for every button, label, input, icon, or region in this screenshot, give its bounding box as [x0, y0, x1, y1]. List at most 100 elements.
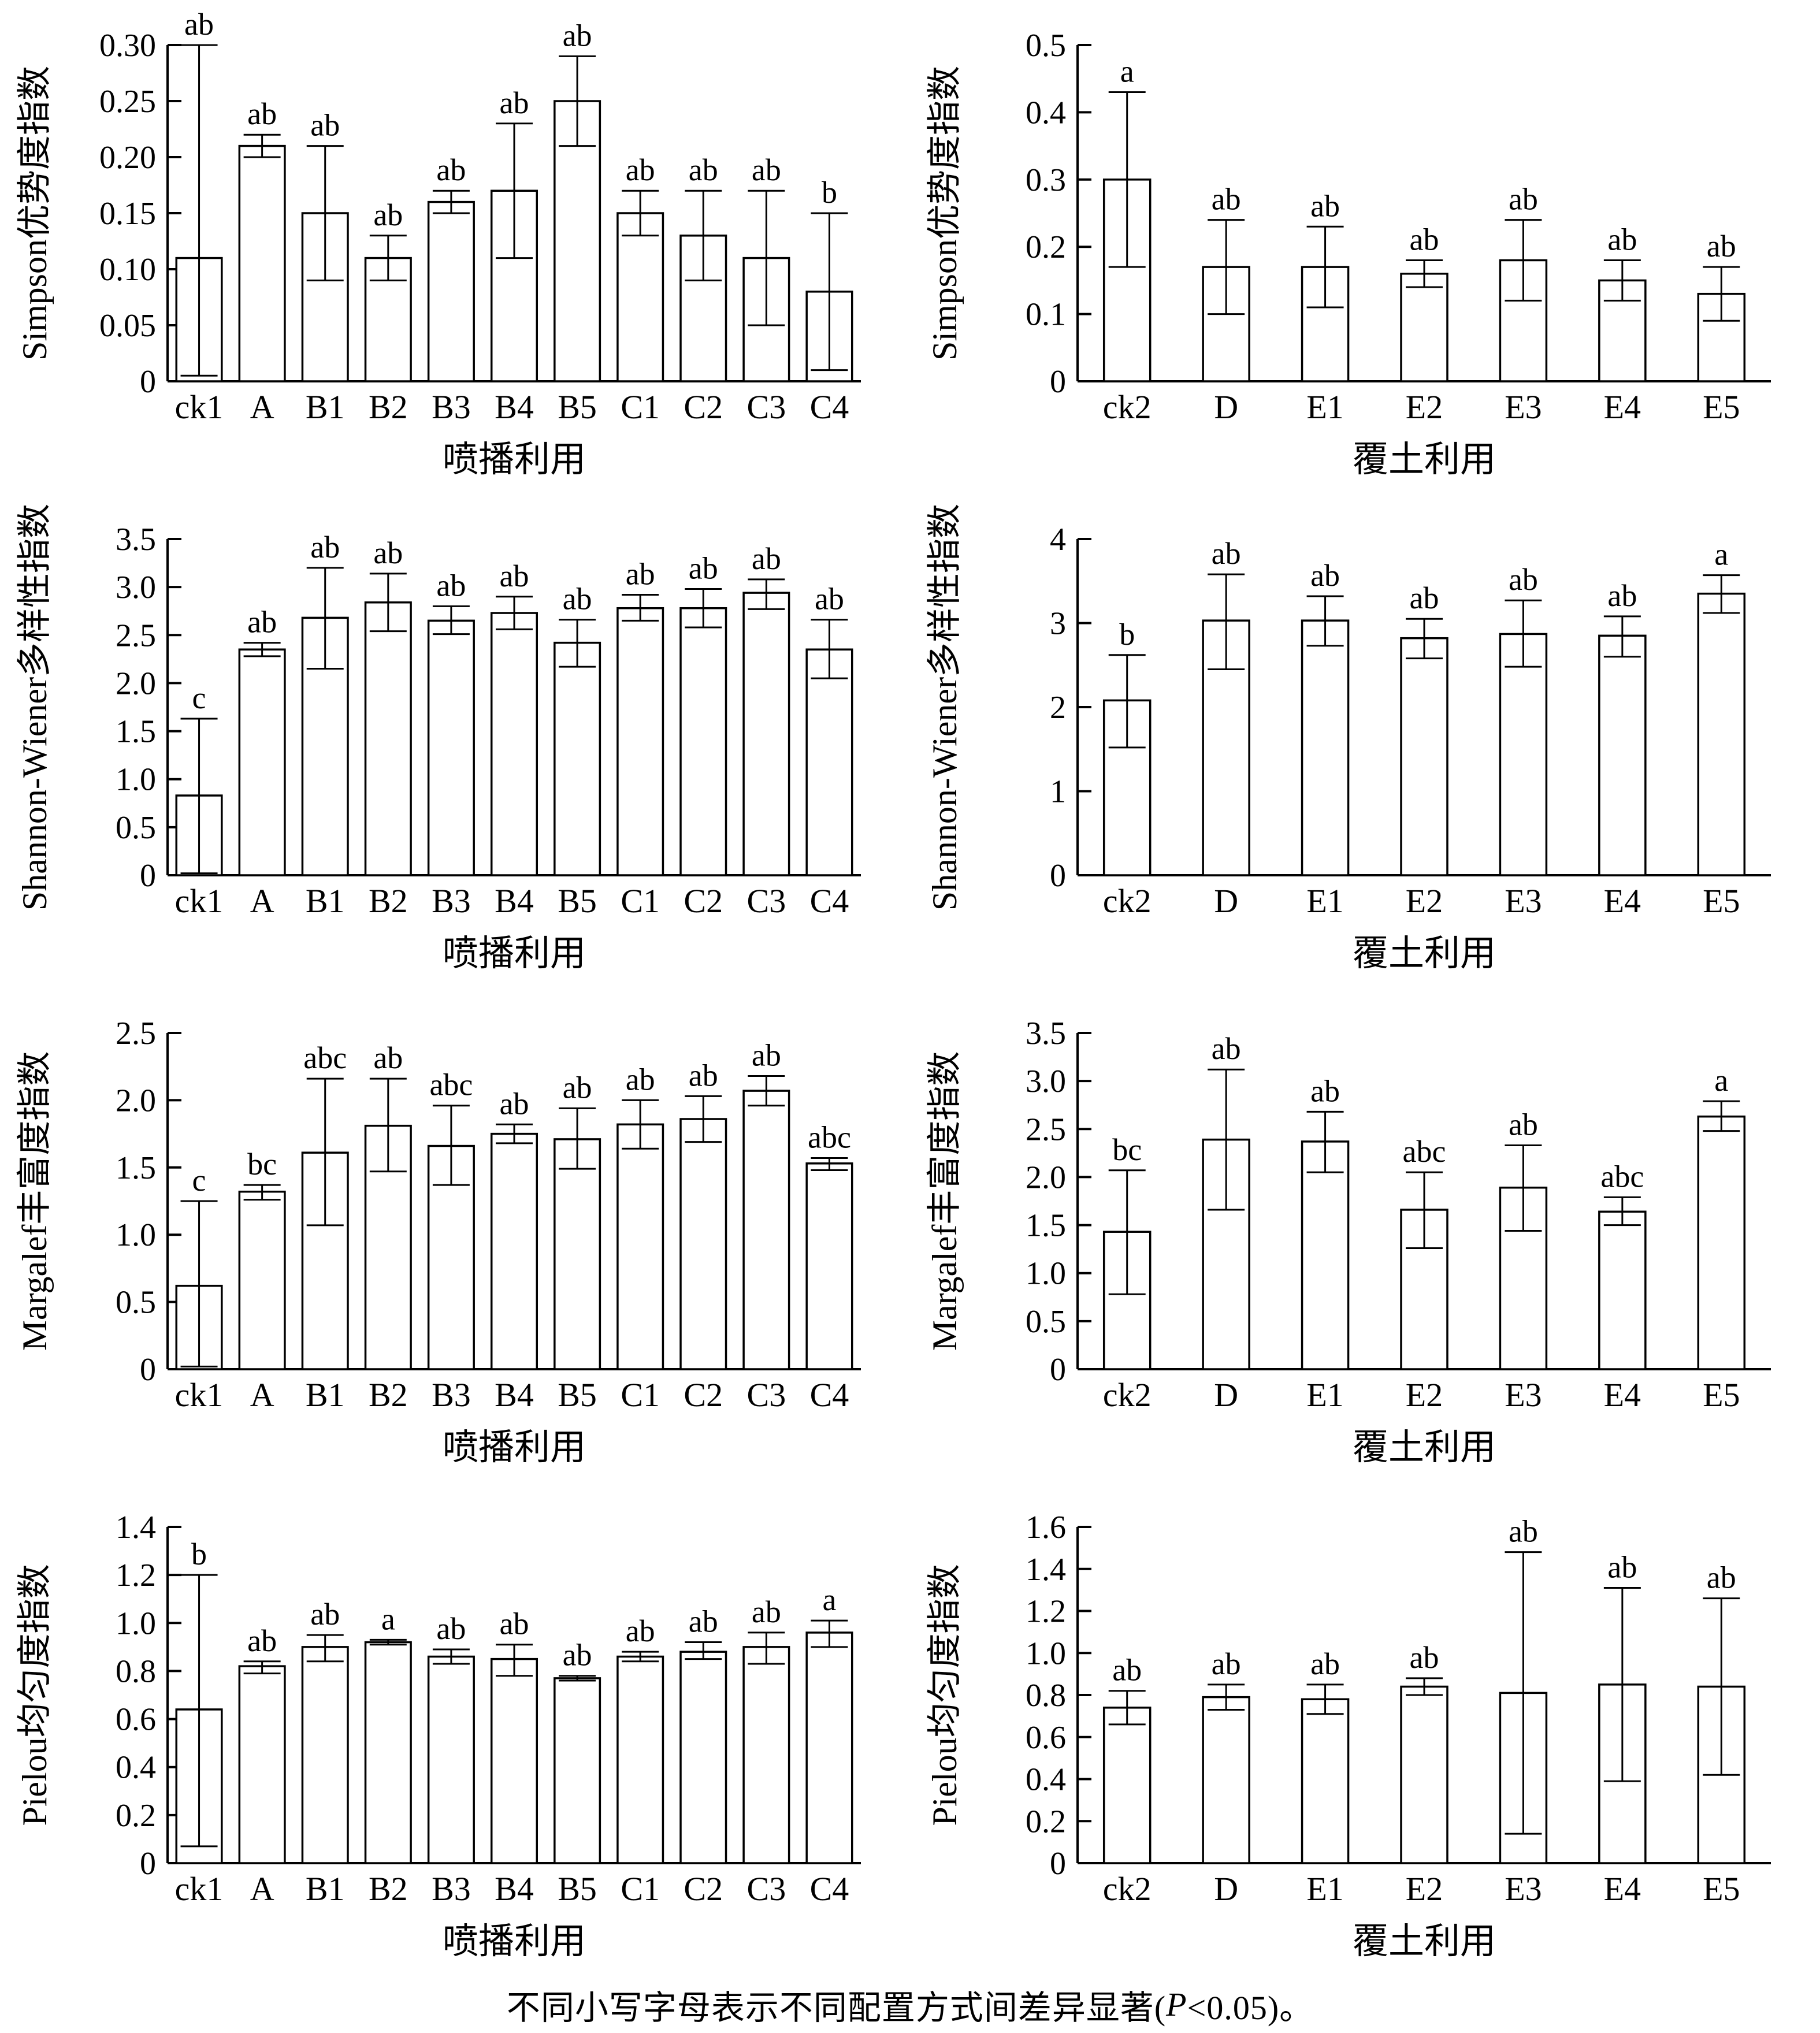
- y-tick-label-0.4: 0.4: [1026, 1762, 1066, 1798]
- y-tick-label-3.5: 3.5: [1026, 1016, 1066, 1051]
- error-bar-pielou-cover-E4: [1603, 1586, 1641, 1782]
- sig-letter-simpson-cover-E2: ab: [1410, 222, 1439, 257]
- category-label-margalef-spray-B2: B2: [369, 1376, 408, 1414]
- y-tick-label-0: 0: [1050, 858, 1066, 894]
- y-tick-label-4: 4: [1050, 522, 1066, 558]
- y-tick-label-0.10: 0.10: [99, 252, 156, 288]
- error-bar-pielou-spray-B5: [559, 1675, 596, 1682]
- error-bar-margalef-cover-E2: [1406, 1171, 1443, 1249]
- category-label-shannon-spray-A: A: [250, 882, 274, 920]
- y-tick-label-0.5: 0.5: [116, 810, 156, 846]
- y-tick-label-1.0: 1.0: [1026, 1636, 1066, 1671]
- y-tick-label-0.20: 0.20: [99, 140, 156, 176]
- sig-letter-shannon-cover-E5: a: [1714, 537, 1728, 572]
- category-label-simpson-cover-E3: E3: [1505, 388, 1542, 426]
- error-bar-shannon-spray-ck1: [180, 718, 218, 875]
- chart-svg-simpson-spray: 0 0.05 0.10 0.15 0.20 0.25 0.30 ab ck1 ab Aab B1 ab B…: [16, 7, 861, 480]
- category-label-pielou-cover-ck2: ck2: [1103, 1870, 1152, 1908]
- sig-letter-shannon-cover-E3: ab: [1509, 562, 1538, 597]
- y-tick-label-0.1: 0.1: [1026, 297, 1066, 333]
- bar-pielou-spray-B1: [301, 1646, 349, 1864]
- error-bar-margalef-spray-C4: [811, 1157, 848, 1171]
- sig-letter-simpson-spray-C2: ab: [689, 153, 718, 187]
- y-axis-title-margalef-spray: Margalef丰富度指数: [16, 1051, 54, 1351]
- error-bar-margalef-cover-E4: [1603, 1196, 1641, 1227]
- bar-simpson-spray-B3: [427, 200, 475, 382]
- category-label-simpson-spray-C4: C4: [810, 388, 849, 426]
- category-label-margalef-cover-E3: E3: [1505, 1376, 1542, 1414]
- bar-shannon-cover-E3: [1499, 633, 1548, 876]
- y-tick-label-3.0: 3.0: [116, 570, 156, 605]
- bar-shannon-spray-B3: [427, 619, 475, 876]
- error-bar-margalef-cover-E3: [1505, 1144, 1542, 1232]
- y-tick-label-2: 2: [1050, 690, 1066, 726]
- bar-shannon-spray-C4: [805, 648, 853, 876]
- category-label-shannon-cover-E1: E1: [1306, 882, 1343, 920]
- error-bar-margalef-spray-C3: [748, 1075, 785, 1107]
- bar-shannon-spray-C2: [679, 607, 727, 876]
- category-label-shannon-cover-E2: E2: [1406, 882, 1443, 920]
- category-label-simpson-spray-C3: C3: [747, 388, 786, 426]
- category-label-margalef-spray-B3: B3: [432, 1376, 471, 1414]
- bar-pielou-spray-B4: [490, 1657, 538, 1864]
- category-label-pielou-spray-B5: B5: [558, 1870, 597, 1908]
- category-label-margalef-spray-C2: C2: [684, 1376, 723, 1414]
- y-tick-label-0.15: 0.15: [99, 196, 156, 232]
- error-bar-pielou-spray-A: [243, 1660, 281, 1675]
- sig-letter-shannon-spray-B3: ab: [436, 568, 466, 603]
- category-label-pielou-spray-ck1: ck1: [175, 1870, 224, 1908]
- category-label-shannon-spray-C1: C1: [621, 882, 660, 920]
- category-label-pielou-cover-E2: E2: [1406, 1870, 1443, 1908]
- category-label-shannon-spray-B2: B2: [369, 882, 408, 920]
- error-bar-margalef-spray-C1: [622, 1099, 659, 1150]
- sig-letter-margalef-spray-C1: ab: [626, 1062, 655, 1097]
- error-bar-shannon-cover-E5: [1703, 574, 1740, 614]
- y-tick-label-1.4: 1.4: [116, 1510, 156, 1545]
- sig-letter-simpson-cover-E1: ab: [1310, 188, 1340, 223]
- y-tick-label-1.0: 1.0: [116, 762, 156, 798]
- category-label-margalef-spray-B1: B1: [306, 1376, 345, 1414]
- sig-letter-simpson-cover-E3: ab: [1509, 182, 1538, 217]
- error-bar-margalef-spray-B1: [306, 1077, 344, 1227]
- error-bar-pielou-spray-C1: [622, 1651, 659, 1663]
- category-label-pielou-spray-C3: C3: [747, 1870, 786, 1908]
- category-label-simpson-cover-E4: E4: [1604, 388, 1641, 426]
- y-axis-title-simpson-cover: Simpson优势度指数: [926, 66, 964, 360]
- category-label-margalef-cover-E5: E5: [1703, 1376, 1740, 1414]
- figure-caption: 不同小写字母表示不同配置方式间差异显著(P <0.05)。: [0, 1976, 1820, 2033]
- sig-letter-pielou-spray-ck1: b: [191, 1537, 207, 1571]
- sig-letter-pielou-cover-ck2: ab: [1112, 1653, 1142, 1688]
- category-label-shannon-cover-ck2: ck2: [1103, 882, 1152, 920]
- sig-letter-margalef-spray-ck1: c: [192, 1163, 206, 1198]
- sig-letter-pielou-spray-C4: a: [822, 1582, 836, 1617]
- error-bar-shannon-cover-E2: [1406, 618, 1443, 660]
- sig-letter-pielou-spray-A: ab: [247, 1623, 277, 1658]
- error-bar-shannon-cover-ck2: [1108, 654, 1146, 749]
- y-tick-label-3.5: 3.5: [116, 522, 156, 558]
- error-bar-pielou-cover-D: [1208, 1683, 1245, 1711]
- error-bar-shannon-spray-C4: [811, 619, 848, 679]
- error-bar-simpson-spray-B2: [369, 235, 407, 281]
- y-tick-label-1.0: 1.0: [116, 1605, 156, 1641]
- category-label-margalef-spray-C4: C4: [810, 1376, 849, 1414]
- y-tick-label-0: 0: [140, 364, 156, 400]
- bar-pielou-cover-E1: [1301, 1698, 1350, 1864]
- sig-letter-shannon-spray-ck1: c: [192, 681, 206, 715]
- x-axis-title-margalef-spray: 喷播利用: [443, 1428, 586, 1467]
- error-bar-pielou-cover-E1: [1306, 1683, 1344, 1715]
- y-tick-label-0.25: 0.25: [99, 84, 156, 120]
- error-bar-margalef-spray-B2: [369, 1077, 407, 1173]
- error-bar-pielou-spray-B1: [306, 1634, 344, 1663]
- bar-shannon-spray-A: [238, 648, 286, 876]
- category-label-margalef-spray-B4: B4: [495, 1376, 534, 1414]
- bar-margalef-spray-B5: [554, 1138, 601, 1370]
- error-bar-shannon-spray-B1: [306, 567, 344, 670]
- sig-letter-simpson-spray-B1: ab: [310, 108, 340, 143]
- category-label-simpson-spray-A: A: [250, 388, 274, 426]
- category-label-margalef-cover-ck2: ck2: [1103, 1376, 1152, 1414]
- category-label-pielou-spray-C4: C4: [810, 1870, 849, 1908]
